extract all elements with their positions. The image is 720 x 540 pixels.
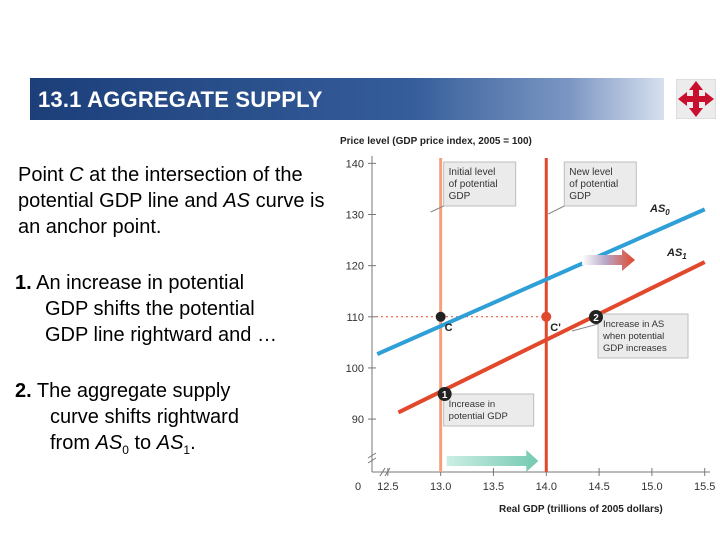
potential-gdp-shift-arrow	[446, 450, 539, 472]
step-2-badge-number: 2	[593, 313, 599, 324]
step-2-paragraph: 2. The aggregate supply curve shifts rig…	[15, 378, 325, 463]
step-2-line-3: from AS0 to AS1.	[15, 430, 325, 463]
p1-text-b: at the intersection of the potential GDP…	[18, 164, 303, 212]
step-2-as0-sub: 0	[122, 443, 129, 457]
as-shift-arrow	[582, 249, 635, 271]
initial-potential-gdp-text: of potential	[449, 179, 498, 190]
step-2-line-1: The aggregate supply	[31, 380, 231, 402]
x-tick-label: 12.5	[377, 481, 398, 493]
increase-as-connector	[571, 323, 599, 332]
step-1-paragraph: 1. An increase in potential GDP shifts t…	[15, 270, 325, 348]
y-tick-label: 130	[346, 209, 364, 221]
as1-label-sub: 1	[682, 252, 687, 261]
x-tick-label: 15.5	[694, 481, 715, 493]
step-1-line-3: GDP line rightward and …	[45, 324, 277, 346]
p1-point-c: C	[69, 164, 84, 186]
increase-in-potential-gdp-box	[443, 393, 535, 427]
step-2-line-2: curve shifts rightward	[50, 406, 239, 428]
point-label-c-prime: C'	[550, 322, 561, 334]
x-tick-label: 13.0	[430, 481, 451, 493]
y-axis-break	[367, 452, 377, 464]
step-1-line-2: GDP shifts the potential	[45, 298, 255, 320]
x-tick-label: 14.5	[588, 481, 609, 493]
increase-in-as-text: Increase in AS	[603, 319, 664, 330]
step-2-from: from	[50, 432, 96, 454]
p1-text-d: curve is an anchor point.	[18, 190, 325, 238]
step-1-badge-number: 1	[442, 390, 448, 401]
y-tick-label: 100	[346, 363, 364, 375]
y-tick-label: 110	[346, 312, 364, 324]
x-tick-label: 15.0	[641, 481, 662, 493]
new-potential-gdp-text: GDP	[569, 191, 591, 202]
step-2-as1: AS	[156, 432, 184, 454]
as-curve-1	[397, 260, 706, 415]
step-2-to: to	[128, 432, 157, 454]
p1-text-a: Point	[18, 164, 70, 186]
x-tick-label: 14.0	[536, 481, 557, 493]
y-axis-label: Price level (GDP price index, 2005 = 100…	[340, 136, 532, 147]
as1-label: AS1	[666, 247, 687, 261]
as-curve-0	[376, 207, 706, 356]
slide-title-bar: 13.1 AGGREGATE SUPPLY	[30, 78, 664, 120]
y-tick-label: 140	[346, 158, 364, 170]
initial-potential-gdp-text: Initial level	[449, 167, 496, 178]
initial-potential-gdp-text: GDP	[449, 191, 471, 202]
aggregate-supply-chart: Price level (GDP price index, 2005 = 100…	[340, 136, 715, 515]
step-2-badge-circle	[589, 310, 603, 324]
initial-potential-gdp-box	[443, 161, 517, 207]
x-tick-label: 0	[355, 481, 361, 493]
increase-in-as-box	[597, 313, 689, 359]
y-tick-label: 90	[352, 414, 364, 426]
four-arrows-navigation-icon[interactable]	[676, 79, 716, 119]
p1-as: AS	[223, 190, 251, 212]
increase-in-potential-gdp-text: potential GDP	[449, 411, 508, 422]
new-potential-gdp-text: New level	[569, 167, 612, 178]
slide-title: 13.1 AGGREGATE SUPPLY	[38, 87, 323, 112]
increase-in-as-text: when potential	[602, 331, 664, 342]
step-2-number: 2.	[15, 380, 32, 402]
as0-label-sub: 0	[665, 208, 670, 217]
step-1-badge-circle	[437, 387, 452, 401]
anchor-point-paragraph: Point C at the intersection of the poten…	[18, 162, 328, 240]
initial-box-connector	[430, 205, 444, 213]
point-c-prime	[541, 311, 552, 322]
step-2-as1-sub: 1	[183, 443, 191, 457]
new-box-connector	[548, 205, 565, 215]
x-tick-label: 13.5	[483, 481, 504, 493]
increase-in-potential-gdp-text: Increase in	[449, 399, 495, 410]
x-axis-label: Real GDP (trillions of 2005 dollars)	[499, 504, 663, 515]
new-potential-gdp-box	[563, 161, 637, 207]
point-c	[435, 311, 446, 322]
y-tick-label: 120	[346, 261, 364, 273]
step-2-end: .	[190, 432, 196, 454]
step-1-number: 1.	[15, 272, 32, 294]
step-2-as0: AS	[95, 432, 123, 454]
increase-in-as-text: GDP increases	[603, 343, 667, 354]
new-potential-gdp-text: of potential	[569, 179, 618, 190]
point-label-c: C	[445, 322, 453, 334]
step-1-line-1: An increase in potential	[31, 272, 245, 294]
as0-label: AS0	[649, 203, 670, 217]
